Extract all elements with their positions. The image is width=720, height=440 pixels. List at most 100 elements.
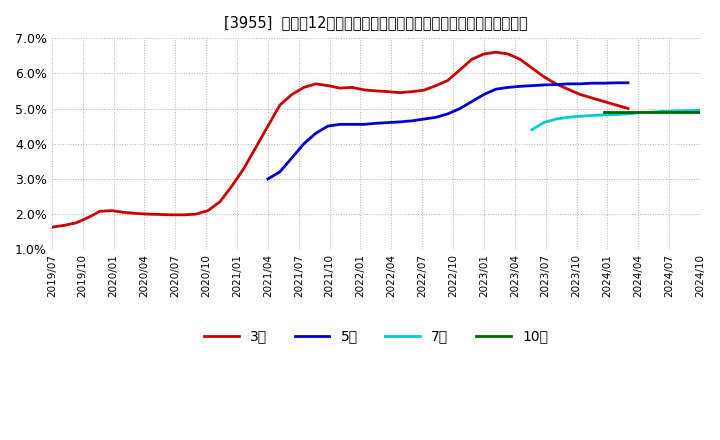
5年 [576, 81, 585, 87]
7年 [540, 120, 549, 125]
3年 [336, 85, 344, 91]
7年 [708, 108, 716, 113]
10年 [684, 110, 693, 115]
Line: 3年: 3年 [52, 52, 628, 227]
5年 [395, 119, 404, 125]
3年 [251, 145, 260, 150]
5年 [431, 115, 440, 120]
Line: 5年: 5年 [268, 83, 628, 179]
3年 [264, 124, 272, 129]
5年 [528, 83, 536, 88]
10年 [708, 110, 716, 115]
5年 [492, 87, 500, 92]
3年 [287, 92, 296, 97]
3年 [420, 88, 428, 93]
10年 [648, 110, 657, 115]
5年 [588, 81, 596, 86]
5年 [323, 124, 332, 129]
3年 [132, 211, 140, 216]
3年 [384, 89, 392, 94]
10年 [636, 110, 644, 115]
3年 [540, 74, 549, 80]
3年 [156, 212, 164, 217]
3年 [395, 90, 404, 95]
Title: [3955]  売上高12か月移動合計の対前年同期増減率の標準偏差の推移: [3955] 売上高12か月移動合計の対前年同期増減率の標準偏差の推移 [224, 15, 528, 30]
3年 [624, 106, 632, 111]
5年 [287, 155, 296, 161]
5年 [624, 80, 632, 85]
5年 [264, 176, 272, 182]
3年 [503, 51, 512, 57]
7年 [552, 117, 560, 122]
3年 [516, 57, 524, 62]
7年 [624, 111, 632, 117]
3年 [444, 78, 452, 83]
3年 [600, 99, 608, 104]
3年 [480, 51, 488, 57]
10年 [660, 110, 668, 115]
5年 [276, 169, 284, 175]
3年 [612, 103, 621, 108]
5年 [456, 106, 464, 111]
7年 [648, 110, 657, 115]
3年 [408, 89, 416, 94]
3年 [60, 223, 68, 228]
3年 [348, 85, 356, 90]
3年 [323, 83, 332, 88]
5年 [312, 131, 320, 136]
5年 [336, 122, 344, 127]
5年 [516, 84, 524, 89]
5年 [384, 120, 392, 125]
3年 [120, 210, 128, 215]
3年 [312, 81, 320, 87]
7年 [672, 108, 680, 114]
Line: 7年: 7年 [532, 110, 712, 130]
5年 [467, 99, 476, 104]
10年 [600, 110, 608, 115]
3年 [300, 85, 308, 90]
10年 [696, 110, 704, 115]
10年 [672, 110, 680, 115]
3年 [192, 212, 200, 217]
7年 [696, 108, 704, 113]
3年 [588, 95, 596, 101]
5年 [444, 111, 452, 117]
3年 [276, 103, 284, 108]
3年 [467, 57, 476, 62]
3年 [204, 208, 212, 213]
3年 [96, 209, 104, 214]
7年 [684, 108, 693, 113]
3年 [240, 166, 248, 171]
3年 [576, 92, 585, 97]
7年 [576, 114, 585, 119]
3年 [107, 208, 116, 213]
7年 [636, 110, 644, 115]
5年 [503, 85, 512, 90]
10年 [612, 110, 621, 115]
5年 [372, 121, 380, 126]
3年 [215, 199, 224, 205]
3年 [168, 212, 176, 217]
7年 [564, 115, 572, 120]
7年 [528, 127, 536, 132]
3年 [492, 50, 500, 55]
5年 [359, 122, 368, 127]
5年 [408, 118, 416, 124]
3年 [528, 66, 536, 71]
Legend: 3年, 5年, 7年, 10年: 3年, 5年, 7年, 10年 [198, 324, 554, 349]
3年 [228, 183, 236, 189]
3年 [143, 212, 152, 217]
5年 [600, 81, 608, 86]
5年 [480, 92, 488, 97]
3年 [179, 212, 188, 217]
5年 [348, 122, 356, 127]
10年 [624, 110, 632, 115]
3年 [48, 224, 56, 230]
3年 [456, 67, 464, 73]
5年 [612, 80, 621, 85]
3年 [71, 220, 80, 226]
5年 [420, 117, 428, 122]
7年 [588, 113, 596, 118]
3年 [552, 81, 560, 87]
3年 [84, 215, 92, 220]
